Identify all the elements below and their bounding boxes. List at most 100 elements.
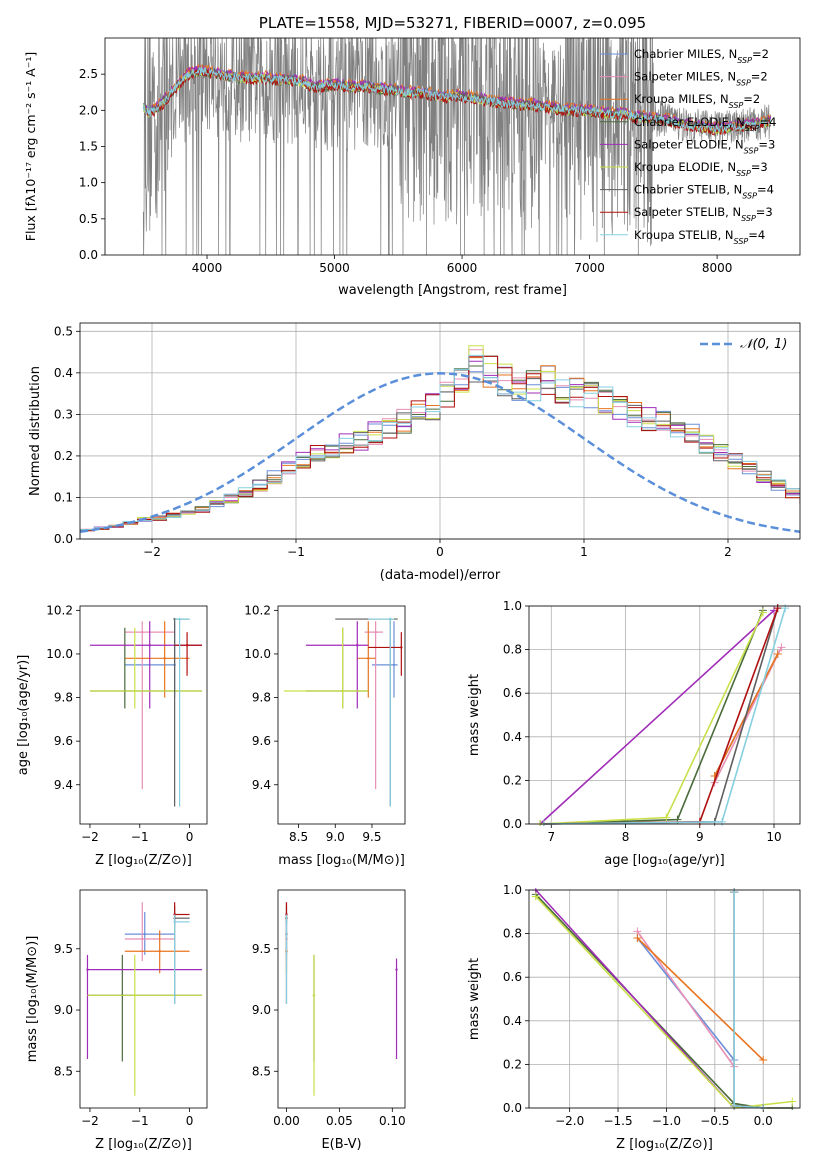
- x-tick-label: 7: [547, 830, 555, 844]
- cumulative-line: [733, 892, 764, 1109]
- x-tick-label: 0.10: [379, 1114, 406, 1128]
- residual-plot: [80, 345, 800, 539]
- data-point: [143, 932, 146, 936]
- spectrum-ylabel: Flux [fλ10⁻¹⁷ erg cm⁻² s⁻¹ A⁻¹]: [23, 52, 38, 241]
- x-tick-label: −1.0: [652, 1114, 681, 1128]
- y-tick-label: 0.2: [54, 449, 73, 463]
- mass_vs_Z-ylabel: mass [log₁₀(M/M⊙)]: [25, 936, 40, 1063]
- mass_vs_Z-xlabel: Z [log₁₀(Z/Z⊙)]: [95, 1137, 192, 1152]
- age_vs_mass-xlabel: mass [log₁₀(M/M⊙)]: [278, 853, 405, 868]
- x-tick-label: 0.00: [273, 1114, 300, 1128]
- x-tick-label: −2: [81, 830, 99, 844]
- y-tick-label: 0.0: [79, 248, 98, 262]
- observed-spectrum: [142, 38, 772, 255]
- data-point: [173, 920, 176, 924]
- x-tick-label: 9.5: [362, 830, 381, 844]
- data-point: [285, 920, 288, 924]
- cum_age-frame: [528, 605, 801, 825]
- age_vs_Z-axes: −2 −1 0 9.4 9.6 9.8 10.0 10.2: [46, 603, 193, 844]
- cumulative-line: [636, 937, 764, 1061]
- data-point: [86, 968, 89, 971]
- y-tick-label: 1.0: [503, 599, 522, 613]
- x-tick-label: 0: [186, 1114, 194, 1128]
- data-point: [141, 937, 144, 941]
- y-tick-label: 9.6: [54, 734, 73, 748]
- cum_Z-frame: [528, 889, 801, 1109]
- cumulative-marker: [531, 892, 540, 901]
- normal-curve: [80, 372, 800, 533]
- x-tick-label: −2: [143, 545, 161, 559]
- cum_Z-plot: [531, 888, 797, 1110]
- x-tick-label: 2: [724, 545, 732, 559]
- data-point: [367, 657, 370, 660]
- cumulative-line: [733, 892, 764, 1109]
- data-point: [178, 617, 181, 621]
- residuals-ylabel: Normed distribution: [28, 366, 43, 496]
- x-tick-label: 0.05: [326, 1114, 353, 1128]
- y-tick-label: 0.0: [503, 817, 522, 831]
- cumulative-marker: [781, 604, 790, 613]
- mass_vs_Z-axes: −2 −1 0 8.5 9.0 9.5: [54, 942, 193, 1128]
- data-point: [356, 644, 359, 647]
- mass_vs_Z-plot: [86, 902, 203, 1096]
- x-tick-label: −1: [287, 545, 305, 559]
- y-tick-label: 0.2: [503, 773, 522, 787]
- y-tick-label: 0.2: [503, 1057, 522, 1071]
- cumulative-line: [539, 609, 775, 825]
- y-tick-label: 9.0: [54, 1003, 73, 1017]
- y-tick-label: 1.0: [79, 176, 98, 190]
- model-spectrum: [142, 66, 772, 134]
- y-tick-label: 9.8: [252, 691, 271, 705]
- y-tick-label: 0.8: [503, 643, 522, 657]
- cumulative-marker: [759, 1056, 768, 1065]
- x-tick-label: −2.0: [555, 1114, 584, 1128]
- y-tick-label: 0.4: [503, 730, 522, 744]
- cumulative-marker: [788, 1097, 797, 1106]
- y-tick-label: 9.4: [252, 778, 271, 792]
- cumulative-marker: [633, 933, 642, 942]
- cumulative-line: [540, 612, 764, 825]
- legend-label: Kroupa ELODIE, NSSP=3: [634, 160, 768, 178]
- data-point: [141, 630, 144, 634]
- legend-label: Salpeter MILES, NSSP=2: [634, 70, 768, 88]
- x-tick-label: 6000: [447, 261, 478, 275]
- spectrum-title: PLATE=1558, MJD=53271, FIBERID=0007, z=0…: [259, 14, 646, 32]
- cumulative-line: [733, 892, 764, 1109]
- y-tick-label: 0.0: [54, 532, 73, 546]
- age_vs_Z-xlabel: Z [log₁₀(Z/Z⊙)]: [95, 853, 192, 868]
- cum_Z-axes: −2.0 −1.5 −1.0 −0.5 0.0 0.0 0.2 0.4 0.6 0.8 1.0: [503, 883, 800, 1128]
- legend-label: Chabrier MILES, NSSP=2: [634, 47, 769, 65]
- y-tick-label: 8.5: [54, 1064, 73, 1078]
- age_vs_Z-frame: [79, 605, 208, 825]
- residual-histogram: [80, 357, 800, 539]
- legend-label: Salpeter ELODIE, NSSP=3: [634, 137, 775, 155]
- y-tick-label: 1.5: [79, 140, 98, 154]
- data-point: [392, 663, 396, 667]
- y-tick-label: 0.8: [503, 927, 522, 941]
- mass_vs_ebv-frame: [277, 889, 406, 1109]
- cumulative-marker: [730, 1101, 739, 1110]
- y-tick-label: 2.5: [79, 67, 98, 81]
- spectrum-axes: 4000 5000 6000 7000 8000 0.0 0.5 1.0 1.5 2.0 2.5: [79, 67, 732, 275]
- x-tick-label: 9: [696, 830, 704, 844]
- cumulative-marker: [777, 643, 786, 652]
- cumulative-marker: [662, 813, 671, 822]
- y-tick-label: 0.3: [54, 407, 73, 421]
- cumulative-line: [540, 610, 764, 825]
- mass_vs_Z-frame: [79, 889, 208, 1109]
- data-point: [148, 644, 151, 647]
- data-point: [341, 689, 344, 693]
- x-tick-label: 0: [186, 830, 194, 844]
- cumulative-line: [535, 895, 793, 1109]
- cumulative-marker: [758, 608, 767, 617]
- y-tick-label: 0.4: [54, 366, 73, 380]
- x-tick-label: 8: [622, 830, 630, 844]
- data-point: [374, 630, 377, 634]
- spectrum-xlabel: wavelength [Angstrom, rest frame]: [338, 283, 567, 298]
- cumulative-line: [543, 607, 779, 825]
- x-tick-label: −1: [131, 1114, 149, 1128]
- mass_vs_ebv-xlabel: E(B-V): [321, 1137, 361, 1152]
- x-tick-label: −0.5: [700, 1114, 729, 1128]
- legend-label: Chabrier ELODIE, NSSP=4: [634, 115, 776, 133]
